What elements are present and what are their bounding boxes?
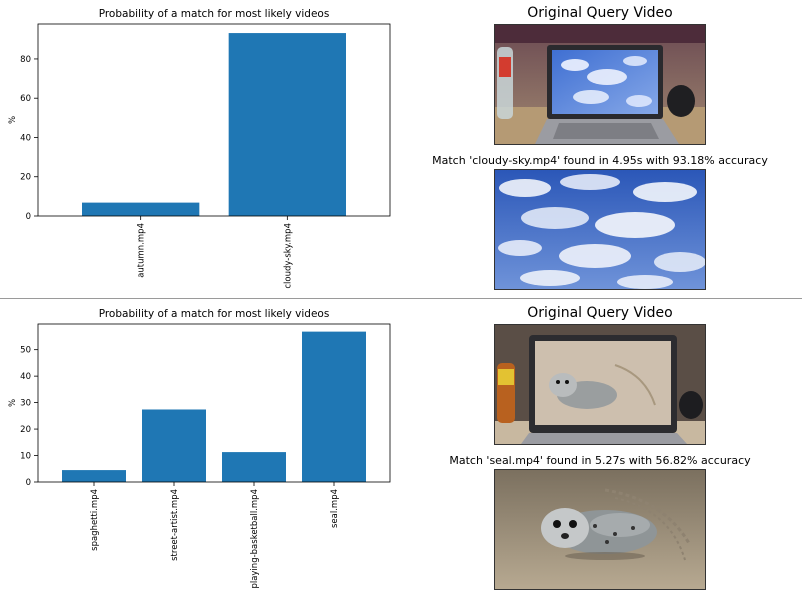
y-tick-label: 20 <box>20 173 31 183</box>
match-result-caption: Match 'seal.mp4' found in 5.27s with 56.… <box>449 454 751 467</box>
bar <box>62 470 126 482</box>
bar <box>302 331 366 482</box>
result-panel-seal: Probability of a match for most likely v… <box>0 300 802 601</box>
probability-bar-chart: Probability of a match for most likely v… <box>8 8 391 289</box>
plot-frame <box>37 23 391 217</box>
y-tick-label: 0 <box>26 478 31 488</box>
y-tick-label: 40 <box>20 133 31 143</box>
y-tick-label: 60 <box>20 94 31 104</box>
matched-video-frame <box>494 469 706 590</box>
x-tick-label: autumn.mp4 <box>137 223 147 278</box>
bar <box>228 33 346 216</box>
y-tick-label: 50 <box>20 346 31 356</box>
y-tick-label: 20 <box>20 425 31 435</box>
match-result-caption: Match 'cloudy-sky.mp4' found in 4.95s wi… <box>432 154 768 167</box>
query-video-heading: Original Query Video <box>527 5 673 21</box>
y-tick-label: 10 <box>20 452 31 462</box>
x-tick-label: cloudy-sky.mp4 <box>283 223 293 289</box>
y-axis-label: % <box>8 116 18 124</box>
cloudy-sky-icon <box>495 170 705 289</box>
bar <box>82 202 200 216</box>
y-tick-label: 40 <box>20 372 31 382</box>
laptop-seal-icon <box>495 325 705 444</box>
laptop-sky-icon <box>495 25 705 144</box>
y-tick-label: 0 <box>26 212 31 222</box>
chart-title: Probability of a match for most likely v… <box>99 8 330 20</box>
x-tick-label: seal.mp4 <box>330 489 340 528</box>
query-video-heading: Original Query Video <box>527 305 673 321</box>
bar <box>142 409 206 482</box>
result-panel-cloudy-sky: Probability of a match for most likely v… <box>0 0 802 298</box>
y-axis-label: % <box>8 399 18 407</box>
y-tick-label: 80 <box>20 55 31 65</box>
plot-frame <box>37 323 391 483</box>
probability-bar-chart: Probability of a match for most likely v… <box>8 308 391 589</box>
y-tick-label: 30 <box>20 399 31 409</box>
matched-video-frame <box>494 169 706 290</box>
chart-title: Probability of a match for most likely v… <box>99 308 330 320</box>
x-tick-label: spaghetti.mp4 <box>90 489 100 551</box>
bar <box>222 452 286 482</box>
query-video-frame <box>494 324 706 445</box>
x-tick-label: street-artist.mp4 <box>170 489 180 561</box>
x-tick-label: playing-basketball.mp4 <box>250 489 260 589</box>
seal-on-beach-icon <box>495 470 705 589</box>
query-video-frame <box>494 24 706 145</box>
panel-divider <box>0 298 802 299</box>
